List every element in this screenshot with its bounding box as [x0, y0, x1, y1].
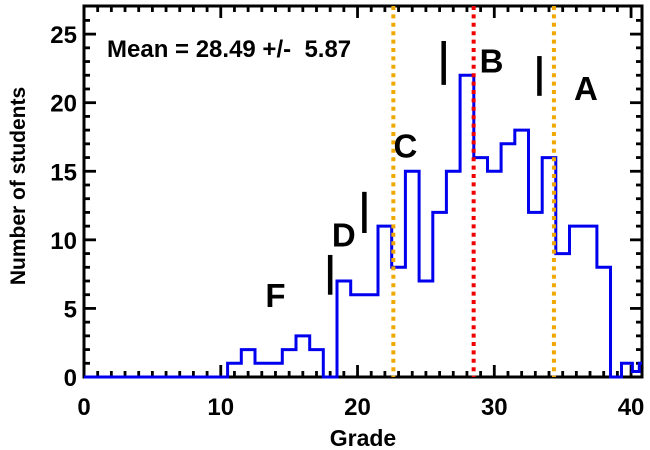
plot-frame: [82, 4, 644, 379]
y-tick-labels: 0 5 10 15 20 25: [50, 22, 77, 392]
y-tick-label: 25: [50, 22, 77, 49]
x-tick-label: 10: [207, 394, 234, 421]
grade-letter-C: C: [393, 128, 417, 165]
grade-letter-F: F: [265, 277, 285, 314]
y-tick-label: 15: [50, 159, 77, 186]
y-axis-title: Number of students: [7, 87, 30, 285]
grade-letter-B: B: [480, 43, 504, 80]
histogram-step-line: [84, 73, 642, 379]
grade-boundary-markers: [327, 40, 542, 295]
x-tick-label: 0: [77, 394, 90, 421]
y-tick-label: 5: [64, 296, 77, 323]
histogram: [84, 73, 642, 379]
stat-lines: [391, 6, 556, 377]
x-tick-label: 40: [618, 394, 645, 421]
y-tick-label: 10: [50, 228, 77, 255]
grade-letter-A: A: [574, 70, 598, 107]
x-axis-title: Grade: [330, 425, 396, 450]
x-tick-label: 30: [481, 394, 508, 421]
mean-annotation: Mean = 28.49 +/- 5.87: [107, 36, 351, 63]
x-tick-labels: 0 10 20 30 40: [77, 394, 644, 421]
grade-letters: F D C B A: [265, 43, 597, 315]
y-tick-label: 20: [50, 91, 77, 118]
x-tick-label: 20: [344, 394, 371, 421]
grade-letter-D: D: [332, 217, 356, 254]
y-tick-label: 0: [64, 365, 77, 392]
axis-titles: Grade Number of students Mean = 28.49 +/…: [7, 36, 396, 450]
